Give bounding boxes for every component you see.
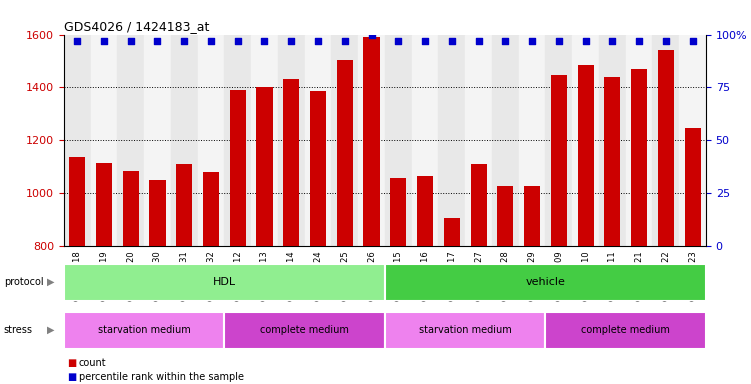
Bar: [391, 179, 406, 246]
Bar: [685, 128, 701, 246]
Point: [152, 38, 164, 44]
Point: [419, 38, 431, 44]
Bar: [545, 35, 572, 246]
Point: [98, 38, 110, 44]
Bar: [412, 35, 439, 246]
Point: [580, 38, 592, 44]
Bar: [144, 35, 170, 246]
Point: [392, 38, 404, 44]
Point: [312, 38, 324, 44]
Point: [285, 38, 297, 44]
Text: ■: ■: [68, 358, 77, 368]
Bar: [283, 79, 299, 246]
Bar: [385, 312, 545, 349]
Text: complete medium: complete medium: [581, 325, 670, 335]
Bar: [69, 157, 86, 246]
Bar: [385, 35, 412, 246]
Bar: [310, 91, 326, 246]
Bar: [658, 50, 674, 246]
Bar: [225, 312, 385, 349]
Point: [446, 38, 458, 44]
Text: complete medium: complete medium: [260, 325, 349, 335]
Point: [258, 38, 270, 44]
Point: [633, 38, 645, 44]
Text: vehicle: vehicle: [526, 277, 566, 287]
Bar: [203, 172, 219, 246]
Bar: [278, 35, 305, 246]
Bar: [257, 88, 273, 246]
Bar: [363, 37, 379, 246]
Text: protocol: protocol: [4, 277, 44, 287]
Bar: [444, 218, 460, 246]
Point: [205, 38, 217, 44]
Text: percentile rank within the sample: percentile rank within the sample: [79, 372, 244, 382]
Bar: [64, 35, 91, 246]
Bar: [225, 35, 251, 246]
Bar: [465, 35, 492, 246]
Bar: [64, 264, 385, 301]
Text: starvation medium: starvation medium: [98, 325, 191, 335]
Bar: [545, 312, 706, 349]
Point: [71, 38, 83, 44]
Bar: [578, 65, 593, 246]
Bar: [198, 35, 225, 246]
Bar: [470, 164, 487, 246]
Bar: [626, 35, 653, 246]
Bar: [149, 180, 165, 246]
Bar: [336, 60, 353, 246]
Bar: [176, 164, 192, 246]
Bar: [599, 35, 626, 246]
Bar: [251, 35, 278, 246]
Bar: [524, 186, 540, 246]
Bar: [64, 312, 225, 349]
Text: HDL: HDL: [213, 277, 236, 287]
Point: [125, 38, 137, 44]
Bar: [91, 35, 117, 246]
Bar: [653, 35, 679, 246]
Point: [686, 38, 698, 44]
Bar: [305, 35, 331, 246]
Bar: [171, 35, 198, 246]
Bar: [605, 77, 620, 246]
Point: [606, 38, 618, 44]
Bar: [230, 90, 246, 246]
Text: ▶: ▶: [47, 325, 55, 335]
Bar: [492, 35, 519, 246]
Point: [660, 38, 672, 44]
Text: count: count: [79, 358, 107, 368]
Text: GDS4026 / 1424183_at: GDS4026 / 1424183_at: [64, 20, 210, 33]
Point: [526, 38, 538, 44]
Bar: [519, 35, 545, 246]
Point: [232, 38, 244, 44]
Bar: [439, 35, 465, 246]
Bar: [417, 176, 433, 246]
Bar: [572, 35, 599, 246]
Bar: [385, 264, 706, 301]
Bar: [117, 35, 144, 246]
Bar: [358, 35, 385, 246]
Text: ▶: ▶: [47, 277, 55, 287]
Text: ■: ■: [68, 372, 77, 382]
Point: [178, 38, 190, 44]
Bar: [122, 170, 139, 246]
Bar: [331, 35, 358, 246]
Bar: [550, 76, 567, 246]
Bar: [631, 69, 647, 246]
Bar: [497, 186, 514, 246]
Bar: [679, 35, 706, 246]
Bar: [96, 162, 112, 246]
Point: [472, 38, 484, 44]
Text: starvation medium: starvation medium: [419, 325, 511, 335]
Point: [499, 38, 511, 44]
Point: [553, 38, 565, 44]
Text: stress: stress: [4, 325, 33, 335]
Point: [339, 38, 351, 44]
Point: [366, 31, 378, 38]
